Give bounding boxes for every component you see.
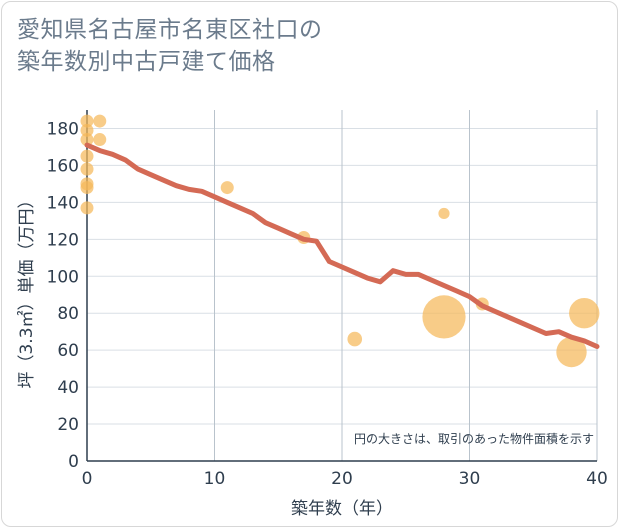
points-layer [80, 114, 600, 368]
y-tick-label-60: 60 [57, 341, 79, 361]
data-point-7 [80, 201, 94, 215]
data-point-1 [80, 123, 94, 137]
data-point-4 [80, 162, 94, 176]
y-tick-label-40: 40 [57, 378, 79, 398]
data-point-9 [93, 133, 107, 147]
x-tick-label-30: 30 [459, 469, 481, 489]
y-tick-label-140: 140 [47, 193, 79, 213]
chart-title-line-1: 愛知県名古屋市名東区社口の [17, 17, 323, 43]
y-tick-label-180: 180 [47, 119, 79, 139]
data-point-3 [80, 149, 94, 163]
data-point-17 [569, 298, 600, 329]
chart-title-line-2: 築年数別中古戸建て価格 [17, 49, 276, 75]
size-annotation: 円の大きさは、取引のあった物件面積を示す [354, 431, 594, 446]
data-point-12 [347, 331, 363, 347]
y-axis-label: 坪（3.3㎡）単価（万円） [17, 191, 37, 388]
trend-line [84, 142, 600, 349]
x-tick-label-40: 40 [586, 469, 608, 489]
data-point-16 [556, 336, 587, 368]
data-point-14 [422, 295, 466, 339]
x-tick-label-0: 0 [82, 469, 93, 489]
data-point-2 [80, 133, 94, 147]
y-tick-label-80: 80 [57, 304, 79, 324]
x-tick-label-10: 10 [204, 469, 226, 489]
grid-layer [87, 110, 598, 461]
x-axis-label: 築年数（年） [291, 499, 393, 519]
y-tick-label-100: 100 [47, 267, 79, 287]
chart-title: 愛知県名古屋市名東区社口の 築年数別中古戸建て価格 [17, 14, 577, 78]
y-tick-label-20: 20 [57, 415, 79, 435]
data-point-0 [80, 114, 94, 128]
y-tick-label-0: 0 [68, 452, 79, 472]
tick-layer: 0 20 40 60 80 100 120 140 160 180 0 10 20 30 40 [47, 119, 608, 489]
trend-layer [84, 142, 600, 349]
data-point-10 [220, 181, 234, 195]
data-point-6 [80, 181, 94, 195]
data-point-8 [93, 114, 107, 128]
y-tick-label-160: 160 [47, 156, 79, 176]
y-tick-label-120: 120 [47, 230, 79, 250]
x-tick-label-20: 20 [331, 469, 353, 489]
data-point-13 [438, 207, 450, 220]
